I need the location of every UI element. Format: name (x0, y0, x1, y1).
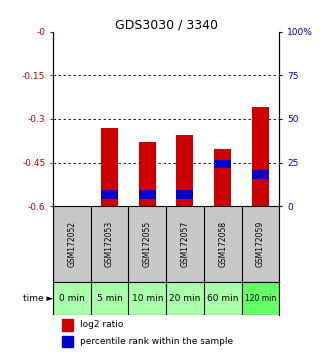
Bar (177, 135, 194, 206)
Text: GSM172057: GSM172057 (180, 221, 189, 267)
Text: GSM172059: GSM172059 (256, 221, 265, 267)
Text: log2 ratio: log2 ratio (80, 320, 124, 330)
Bar (101, 190, 118, 199)
Text: GSM172058: GSM172058 (218, 221, 227, 267)
Text: time ►: time ► (22, 294, 53, 303)
Bar (177, 190, 194, 199)
Bar (252, 170, 269, 178)
Text: 60 min: 60 min (207, 294, 239, 303)
Bar (241, 282, 279, 315)
Text: 5 min: 5 min (97, 294, 122, 303)
Bar (101, 128, 118, 206)
Bar (62, 336, 73, 347)
Title: GDS3030 / 3340: GDS3030 / 3340 (115, 19, 218, 32)
Text: 120 min: 120 min (245, 294, 276, 303)
Bar (139, 142, 156, 206)
Text: GSM172055: GSM172055 (143, 221, 152, 267)
Bar (62, 319, 73, 331)
Text: GSM172053: GSM172053 (105, 221, 114, 267)
Bar (139, 190, 156, 199)
Bar (252, 107, 269, 206)
Text: percentile rank within the sample: percentile rank within the sample (80, 337, 233, 346)
Bar (214, 149, 231, 206)
Text: 20 min: 20 min (169, 294, 201, 303)
Text: GSM172052: GSM172052 (67, 221, 76, 267)
Text: 10 min: 10 min (132, 294, 163, 303)
Bar (214, 160, 231, 169)
Text: 0 min: 0 min (59, 294, 85, 303)
